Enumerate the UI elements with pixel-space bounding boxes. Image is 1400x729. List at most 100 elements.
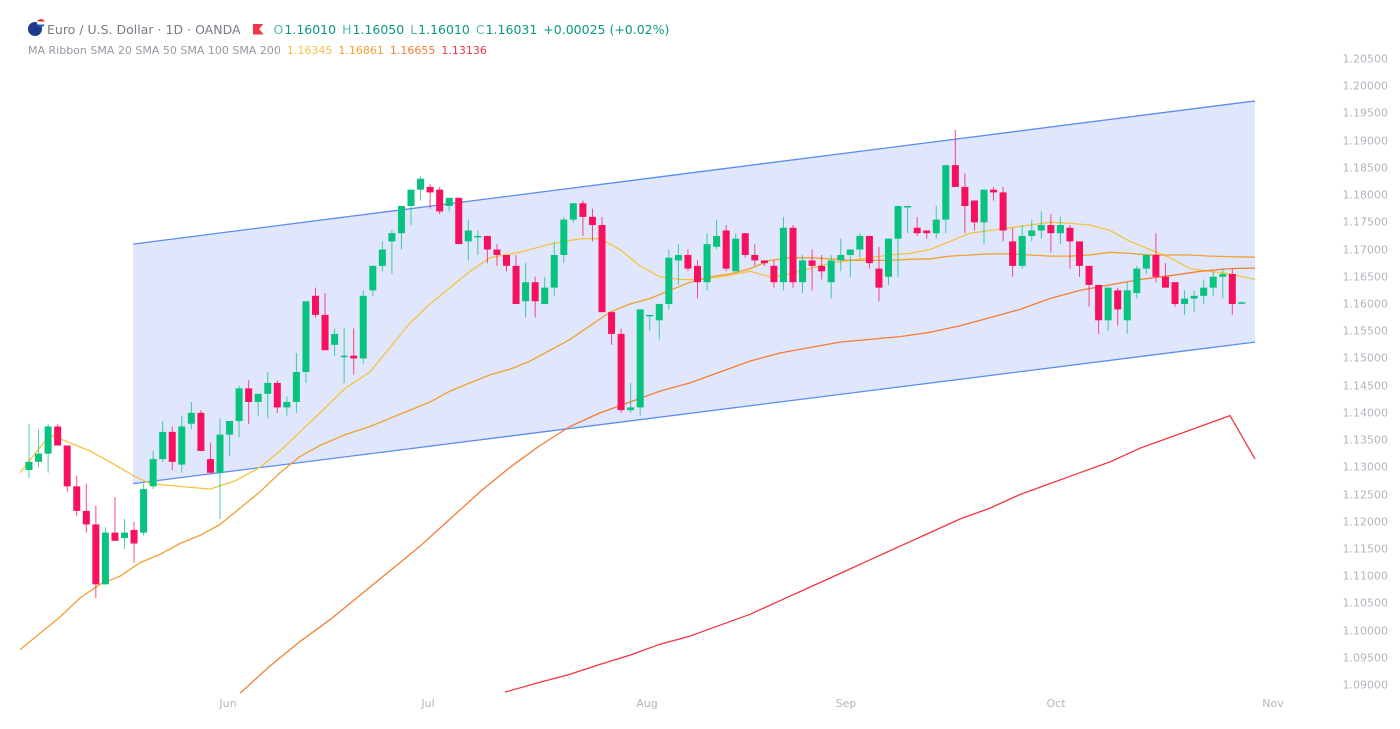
candle-up	[388, 233, 396, 242]
candle-up	[636, 309, 644, 408]
separator: ·	[157, 21, 162, 37]
sma100-value: 1.16655	[389, 43, 436, 57]
candle-up	[359, 295, 367, 359]
high-key: H	[342, 21, 352, 37]
candle-down	[1085, 265, 1093, 285]
candle-up	[885, 238, 892, 277]
price-tick-label: 1.19500	[1342, 106, 1389, 120]
candle-up	[894, 205, 902, 239]
candle-down	[951, 165, 959, 187]
candle-up	[264, 382, 272, 394]
candle-up	[1190, 295, 1198, 299]
candle-up	[932, 219, 940, 234]
candle-up	[44, 426, 52, 454]
candle-down	[913, 227, 921, 234]
sma50-value: 1.16861	[338, 43, 384, 57]
candle-up	[464, 230, 472, 242]
low-value: 1.16010	[418, 21, 470, 37]
candle-down	[1161, 276, 1169, 288]
time-tick-label: Aug	[636, 697, 658, 710]
candle-up	[1209, 276, 1217, 288]
open-value: 1.16010	[284, 21, 337, 37]
candle-down	[73, 486, 81, 511]
candle-down	[54, 426, 62, 446]
indicator-name[interactable]: MA Ribbon SMA 20 SMA 50 SMA 100 SMA 200	[28, 43, 281, 57]
candle-up	[397, 205, 405, 234]
candle-down	[1095, 284, 1103, 321]
channel-bottom-line[interactable]	[132, 341, 1256, 485]
candle-down	[1076, 241, 1083, 266]
candle-down	[961, 186, 969, 206]
candle-up	[302, 301, 310, 373]
candle-up	[1181, 298, 1189, 304]
candle-up	[646, 314, 654, 317]
candle-up	[340, 355, 348, 358]
candle-up	[1200, 287, 1208, 296]
symbol-title[interactable]: Euro / U.S. Dollar	[47, 21, 154, 37]
candle-down	[512, 265, 520, 304]
candle-down	[1066, 227, 1074, 242]
candle-up	[474, 235, 482, 238]
candle-up	[235, 388, 243, 422]
candle-up	[254, 393, 262, 402]
candle-up	[1056, 225, 1064, 234]
candle-down	[130, 529, 138, 544]
channel-top-line[interactable]	[132, 100, 1256, 245]
price-tick-label: 1.15500	[1342, 324, 1389, 338]
candle-up	[569, 203, 577, 220]
candle-up	[560, 219, 568, 255]
candle-down	[579, 203, 587, 217]
candle-up	[369, 265, 377, 291]
candle-down	[455, 197, 463, 245]
candle-up	[1238, 302, 1246, 304]
price-tick-label: 1.20000	[1342, 79, 1389, 93]
candle-up	[226, 421, 234, 435]
parallel-channel-drawing[interactable]	[132, 100, 1256, 485]
candle-up	[674, 254, 682, 261]
sma100-line	[239, 267, 1256, 694]
candle-down	[865, 235, 873, 264]
interval-label[interactable]: 1D	[165, 21, 184, 37]
candle-down	[1228, 274, 1236, 304]
candle-up	[140, 489, 148, 533]
candle-down	[608, 312, 616, 334]
candle-up	[942, 165, 950, 220]
price-tick-label: 1.19000	[1342, 134, 1389, 148]
candle-down	[875, 268, 883, 288]
symbol-legend-row[interactable]: Euro / U.S. Dollar · 1D · OANDA O 1.1601…	[28, 19, 669, 39]
candle-down	[1047, 225, 1055, 234]
candle-down	[1009, 241, 1017, 266]
candle-down	[436, 189, 444, 212]
price-tick-label: 1.18000	[1342, 188, 1389, 202]
candle-up	[837, 254, 845, 261]
separator: ·	[187, 21, 192, 37]
candle-up	[283, 401, 291, 408]
candle-up	[292, 372, 300, 402]
candle-up	[655, 303, 663, 321]
candle-up	[101, 532, 109, 585]
price-tick-label: 1.14500	[1342, 379, 1389, 393]
candle-up	[522, 282, 530, 302]
price-tick-label: 1.11500	[1342, 542, 1389, 556]
candle-up	[980, 189, 988, 223]
candle-down	[741, 233, 749, 255]
candle-up	[779, 227, 787, 283]
indicator-legend-row[interactable]: MA Ribbon SMA 20 SMA 50 SMA 100 SMA 200 …	[28, 40, 669, 60]
market-closed-flag-icon[interactable]	[252, 23, 264, 35]
candle-down	[684, 254, 692, 269]
price-tick-label: 1.13000	[1342, 460, 1389, 474]
candle-down	[990, 189, 998, 193]
sma200-value: 1.13136	[441, 43, 487, 57]
candle-up	[445, 197, 453, 206]
candle-up	[121, 532, 128, 539]
candle-down	[808, 260, 816, 266]
price-tick-label: 1.17000	[1342, 243, 1389, 257]
candle-up	[665, 257, 673, 304]
candle-up	[1104, 287, 1112, 321]
price-tick-label: 1.12500	[1342, 488, 1389, 502]
candle-down	[1114, 290, 1122, 310]
candle-down	[493, 249, 501, 255]
price-tick-label: 1.18500	[1342, 161, 1389, 175]
candle-down	[588, 216, 596, 226]
